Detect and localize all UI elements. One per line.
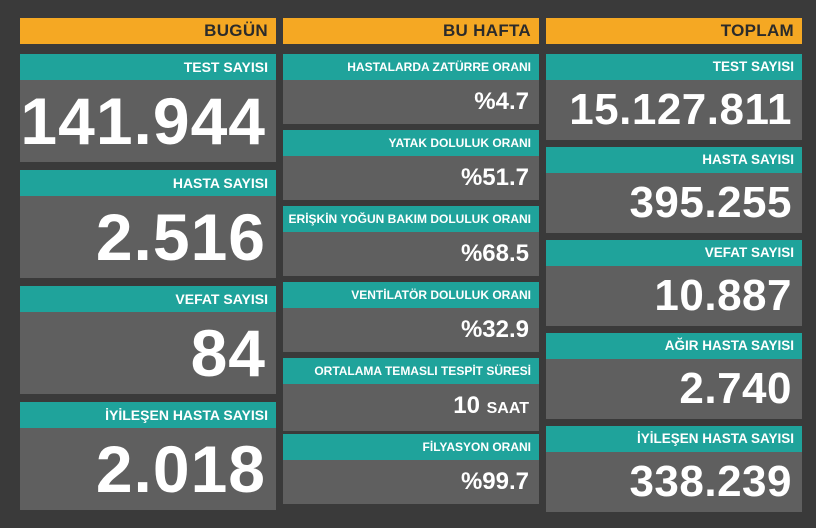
total-test-card: TEST SAYISI 15.127.811: [546, 54, 802, 140]
week-bed-label: YATAK DOLULUK ORANI: [283, 130, 539, 156]
week-pneumonia-label: HASTALARDA ZATÜRRE ORANI: [283, 54, 539, 80]
today-deaths-card: VEFAT SAYISI 84: [20, 286, 276, 394]
today-recovered-label: İYİLEŞEN HASTA SAYISI: [20, 402, 276, 428]
today-recovered-value: 2.018: [95, 432, 266, 506]
total-critical-value: 2.740: [679, 364, 792, 413]
week-pneumonia-value: %4.7: [474, 88, 529, 115]
week-filiation-card: FİLYASYON ORANI %99.7: [283, 434, 539, 504]
today-recovered-card: İYİLEŞEN HASTA SAYISI 2.018: [20, 402, 276, 510]
week-icu-value: %68.5: [460, 240, 529, 267]
total-test-value: 15.127.811: [569, 85, 792, 134]
week-contact-number: 10: [453, 392, 480, 419]
week-contact-label: ORTALAMA TEMASLI TESPİT SÜRESİ: [283, 358, 539, 384]
week-header: BU HAFTA: [283, 18, 539, 44]
today-test-label: TEST SAYISI: [20, 54, 276, 80]
week-ventilator-card: VENTİLATÖR DOLULUK ORANI %32.9: [283, 282, 539, 352]
today-header: BUGÜN: [20, 18, 276, 44]
total-critical-label: AĞIR HASTA SAYISI: [546, 333, 802, 359]
today-deaths-label: VEFAT SAYISI: [20, 286, 276, 312]
week-bed-card: YATAK DOLULUK ORANI %51.7: [283, 130, 539, 200]
total-deaths-label: VEFAT SAYISI: [546, 240, 802, 266]
week-filiation-value: %99.7: [460, 468, 529, 495]
week-pneumonia-card: HASTALARDA ZATÜRRE ORANI %4.7: [283, 54, 539, 124]
today-cases-value: 2.516: [95, 200, 266, 274]
today-deaths-value: 84: [190, 316, 266, 390]
week-icu-card: ERİŞKİN YOĞUN BAKIM DOLULUK ORANI %68.5: [283, 206, 539, 276]
total-deaths-card: VEFAT SAYISI 10.887: [546, 240, 802, 326]
week-ventilator-label: VENTİLATÖR DOLULUK ORANI: [283, 282, 539, 308]
today-test-value: 141.944: [20, 84, 266, 158]
total-column: TOPLAM TEST SAYISI 15.127.811 HASTA SAYI…: [546, 18, 802, 512]
total-recovered-value: 338.239: [629, 457, 792, 506]
total-cases-value: 395.255: [629, 178, 792, 227]
week-ventilator-value: %32.9: [460, 316, 529, 343]
week-column: BU HAFTA HASTALARDA ZATÜRRE ORANI %4.7 Y…: [283, 18, 539, 504]
total-deaths-value: 10.887: [654, 271, 792, 320]
week-icu-label: ERİŞKİN YOĞUN BAKIM DOLULUK ORANI: [283, 206, 539, 232]
total-cases-label: HASTA SAYISI: [546, 147, 802, 173]
week-filiation-label: FİLYASYON ORANI: [283, 434, 539, 460]
week-contact-card: ORTALAMA TEMASLI TESPİT SÜRESİ 10 SAAT: [283, 358, 539, 431]
week-contact-unit: SAAT: [486, 400, 529, 417]
today-cases-label: HASTA SAYISI: [20, 170, 276, 196]
total-test-label: TEST SAYISI: [546, 54, 802, 80]
today-column: BUGÜN TEST SAYISI 141.944 HASTA SAYISI 2…: [20, 18, 276, 510]
total-critical-card: AĞIR HASTA SAYISI 2.740: [546, 333, 802, 419]
today-cases-card: HASTA SAYISI 2.516: [20, 170, 276, 278]
week-contact-value: 10 SAAT: [283, 384, 539, 431]
today-test-card: TEST SAYISI 141.944: [20, 54, 276, 162]
total-cases-card: HASTA SAYISI 395.255: [546, 147, 802, 233]
total-header: TOPLAM: [546, 18, 802, 44]
week-bed-value: %51.7: [460, 164, 529, 191]
total-recovered-card: İYİLEŞEN HASTA SAYISI 338.239: [546, 426, 802, 512]
total-recovered-label: İYİLEŞEN HASTA SAYISI: [546, 426, 802, 452]
